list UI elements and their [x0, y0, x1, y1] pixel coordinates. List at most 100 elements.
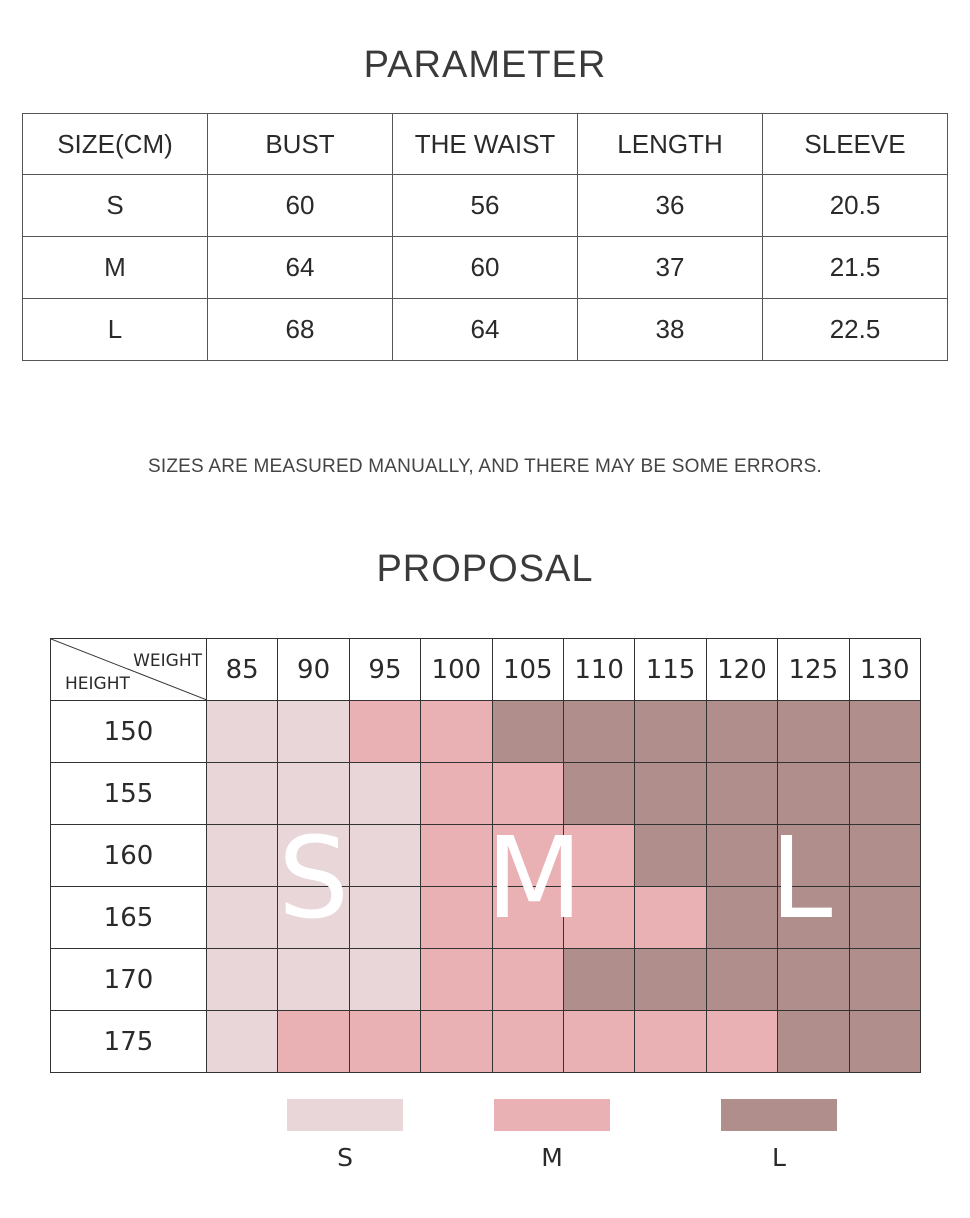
table-cell: 20.5 — [762, 174, 948, 237]
weight-header-cell: 90 — [277, 638, 350, 701]
size-cell-s — [277, 824, 350, 887]
height-header-cell: 160 — [50, 824, 207, 887]
header-cell: LENGTH — [577, 113, 763, 175]
table-cell: 22.5 — [762, 298, 948, 361]
size-cell-s — [348, 886, 422, 949]
size-cell-l — [705, 762, 779, 825]
size-proposal-grid: WEIGHT HEIGHT 85 90 95 100 105 110 115 1… — [50, 638, 921, 1073]
header-cell: SIZE(CM) — [22, 113, 208, 175]
height-axis-label: HEIGHT — [65, 674, 130, 694]
size-cell-l — [848, 948, 921, 1011]
size-cell-l — [562, 762, 636, 825]
weight-header-cell: 120 — [705, 638, 779, 701]
size-cell-m — [634, 1010, 707, 1073]
height-row: 150 — [50, 700, 921, 763]
size-cell-m — [491, 1010, 564, 1073]
size-cell-s — [205, 886, 279, 949]
table-cell: 38 — [577, 298, 763, 361]
table-cell: L — [22, 298, 208, 361]
size-cell-l — [777, 1010, 850, 1073]
size-cell-s — [205, 824, 279, 887]
height-header-cell: 155 — [50, 762, 207, 825]
height-header-cell: 150 — [50, 700, 207, 763]
height-row: 155 — [50, 762, 921, 825]
table-cell: 56 — [392, 174, 578, 237]
legend-swatch-m — [494, 1099, 610, 1131]
size-cell-m — [420, 824, 493, 887]
size-cell-l — [705, 886, 779, 949]
size-cell-s — [348, 824, 422, 887]
table-header-row: SIZE(CM) BUST THE WAIST LENGTH SLEEVE — [22, 113, 948, 175]
table-cell: 68 — [207, 298, 393, 361]
size-cell-m — [420, 886, 493, 949]
table-cell: 37 — [577, 236, 763, 299]
size-cell-s — [348, 762, 422, 825]
size-cell-m — [491, 824, 564, 887]
height-header-cell: 175 — [50, 1010, 207, 1073]
table-cell: 60 — [207, 174, 393, 237]
weight-header-cell: 100 — [420, 638, 493, 701]
size-cell-l — [848, 824, 921, 887]
table-cell: 64 — [392, 298, 578, 361]
legend-label-l: L — [772, 1143, 786, 1172]
size-cell-m — [705, 1010, 779, 1073]
size-cell-s — [277, 886, 350, 949]
size-cell-l — [848, 886, 921, 949]
size-cell-l — [705, 824, 779, 887]
size-cell-l — [777, 700, 850, 763]
size-cell-l — [562, 948, 636, 1011]
weight-header-cell: 125 — [777, 638, 850, 701]
proposal-title: PROPOSAL — [376, 548, 594, 590]
legend-label-m: M — [541, 1143, 563, 1172]
size-cell-s — [348, 948, 422, 1011]
size-cell-m — [420, 948, 493, 1011]
table-cell: 60 — [392, 236, 578, 299]
header-cell: SLEEVE — [762, 113, 948, 175]
size-cell-l — [634, 762, 707, 825]
size-cell-m — [491, 886, 564, 949]
weight-header-cell: 110 — [562, 638, 636, 701]
weight-header-cell: 95 — [348, 638, 422, 701]
legend-swatch-l — [721, 1099, 837, 1131]
size-cell-m — [634, 886, 707, 949]
height-row: 160 — [50, 824, 921, 887]
diagonal-line — [51, 639, 206, 700]
size-cell-m — [277, 1010, 350, 1073]
size-cell-l — [848, 1010, 921, 1073]
height-row: 165 — [50, 886, 921, 949]
table-cell: 21.5 — [762, 236, 948, 299]
weight-header-cell: 130 — [848, 638, 921, 701]
table-cell: M — [22, 236, 208, 299]
table-cell: 64 — [207, 236, 393, 299]
parameter-title: PARAMETER — [363, 44, 607, 86]
size-cell-m — [420, 762, 493, 825]
size-cell-l — [705, 700, 779, 763]
size-cell-s — [277, 948, 350, 1011]
height-header-cell: 170 — [50, 948, 207, 1011]
size-cell-l — [562, 700, 636, 763]
parameter-table: SIZE(CM) BUST THE WAIST LENGTH SLEEVE S … — [22, 113, 948, 361]
height-header-cell: 165 — [50, 886, 207, 949]
size-cell-s — [205, 948, 279, 1011]
table-row: L 68 64 38 22.5 — [22, 298, 948, 361]
size-cell-l — [777, 762, 850, 825]
legend-swatch-s — [287, 1099, 403, 1131]
size-cell-m — [562, 824, 636, 887]
table-row: M 64 60 37 21.5 — [22, 236, 948, 299]
size-cell-s — [277, 700, 350, 763]
size-cell-l — [634, 948, 707, 1011]
size-cell-m — [562, 886, 636, 949]
size-cell-l — [777, 824, 850, 887]
size-cell-m — [420, 1010, 493, 1073]
height-row: 175 — [50, 1010, 921, 1073]
size-cell-m — [348, 1010, 422, 1073]
corner-cell: WEIGHT HEIGHT — [50, 638, 207, 701]
size-cell-s — [205, 762, 279, 825]
table-cell: S — [22, 174, 208, 237]
size-cell-l — [848, 762, 921, 825]
height-row: 170 — [50, 948, 921, 1011]
header-cell: BUST — [207, 113, 393, 175]
size-cell-s — [205, 1010, 279, 1073]
size-cell-l — [634, 824, 707, 887]
size-cell-m — [491, 762, 564, 825]
